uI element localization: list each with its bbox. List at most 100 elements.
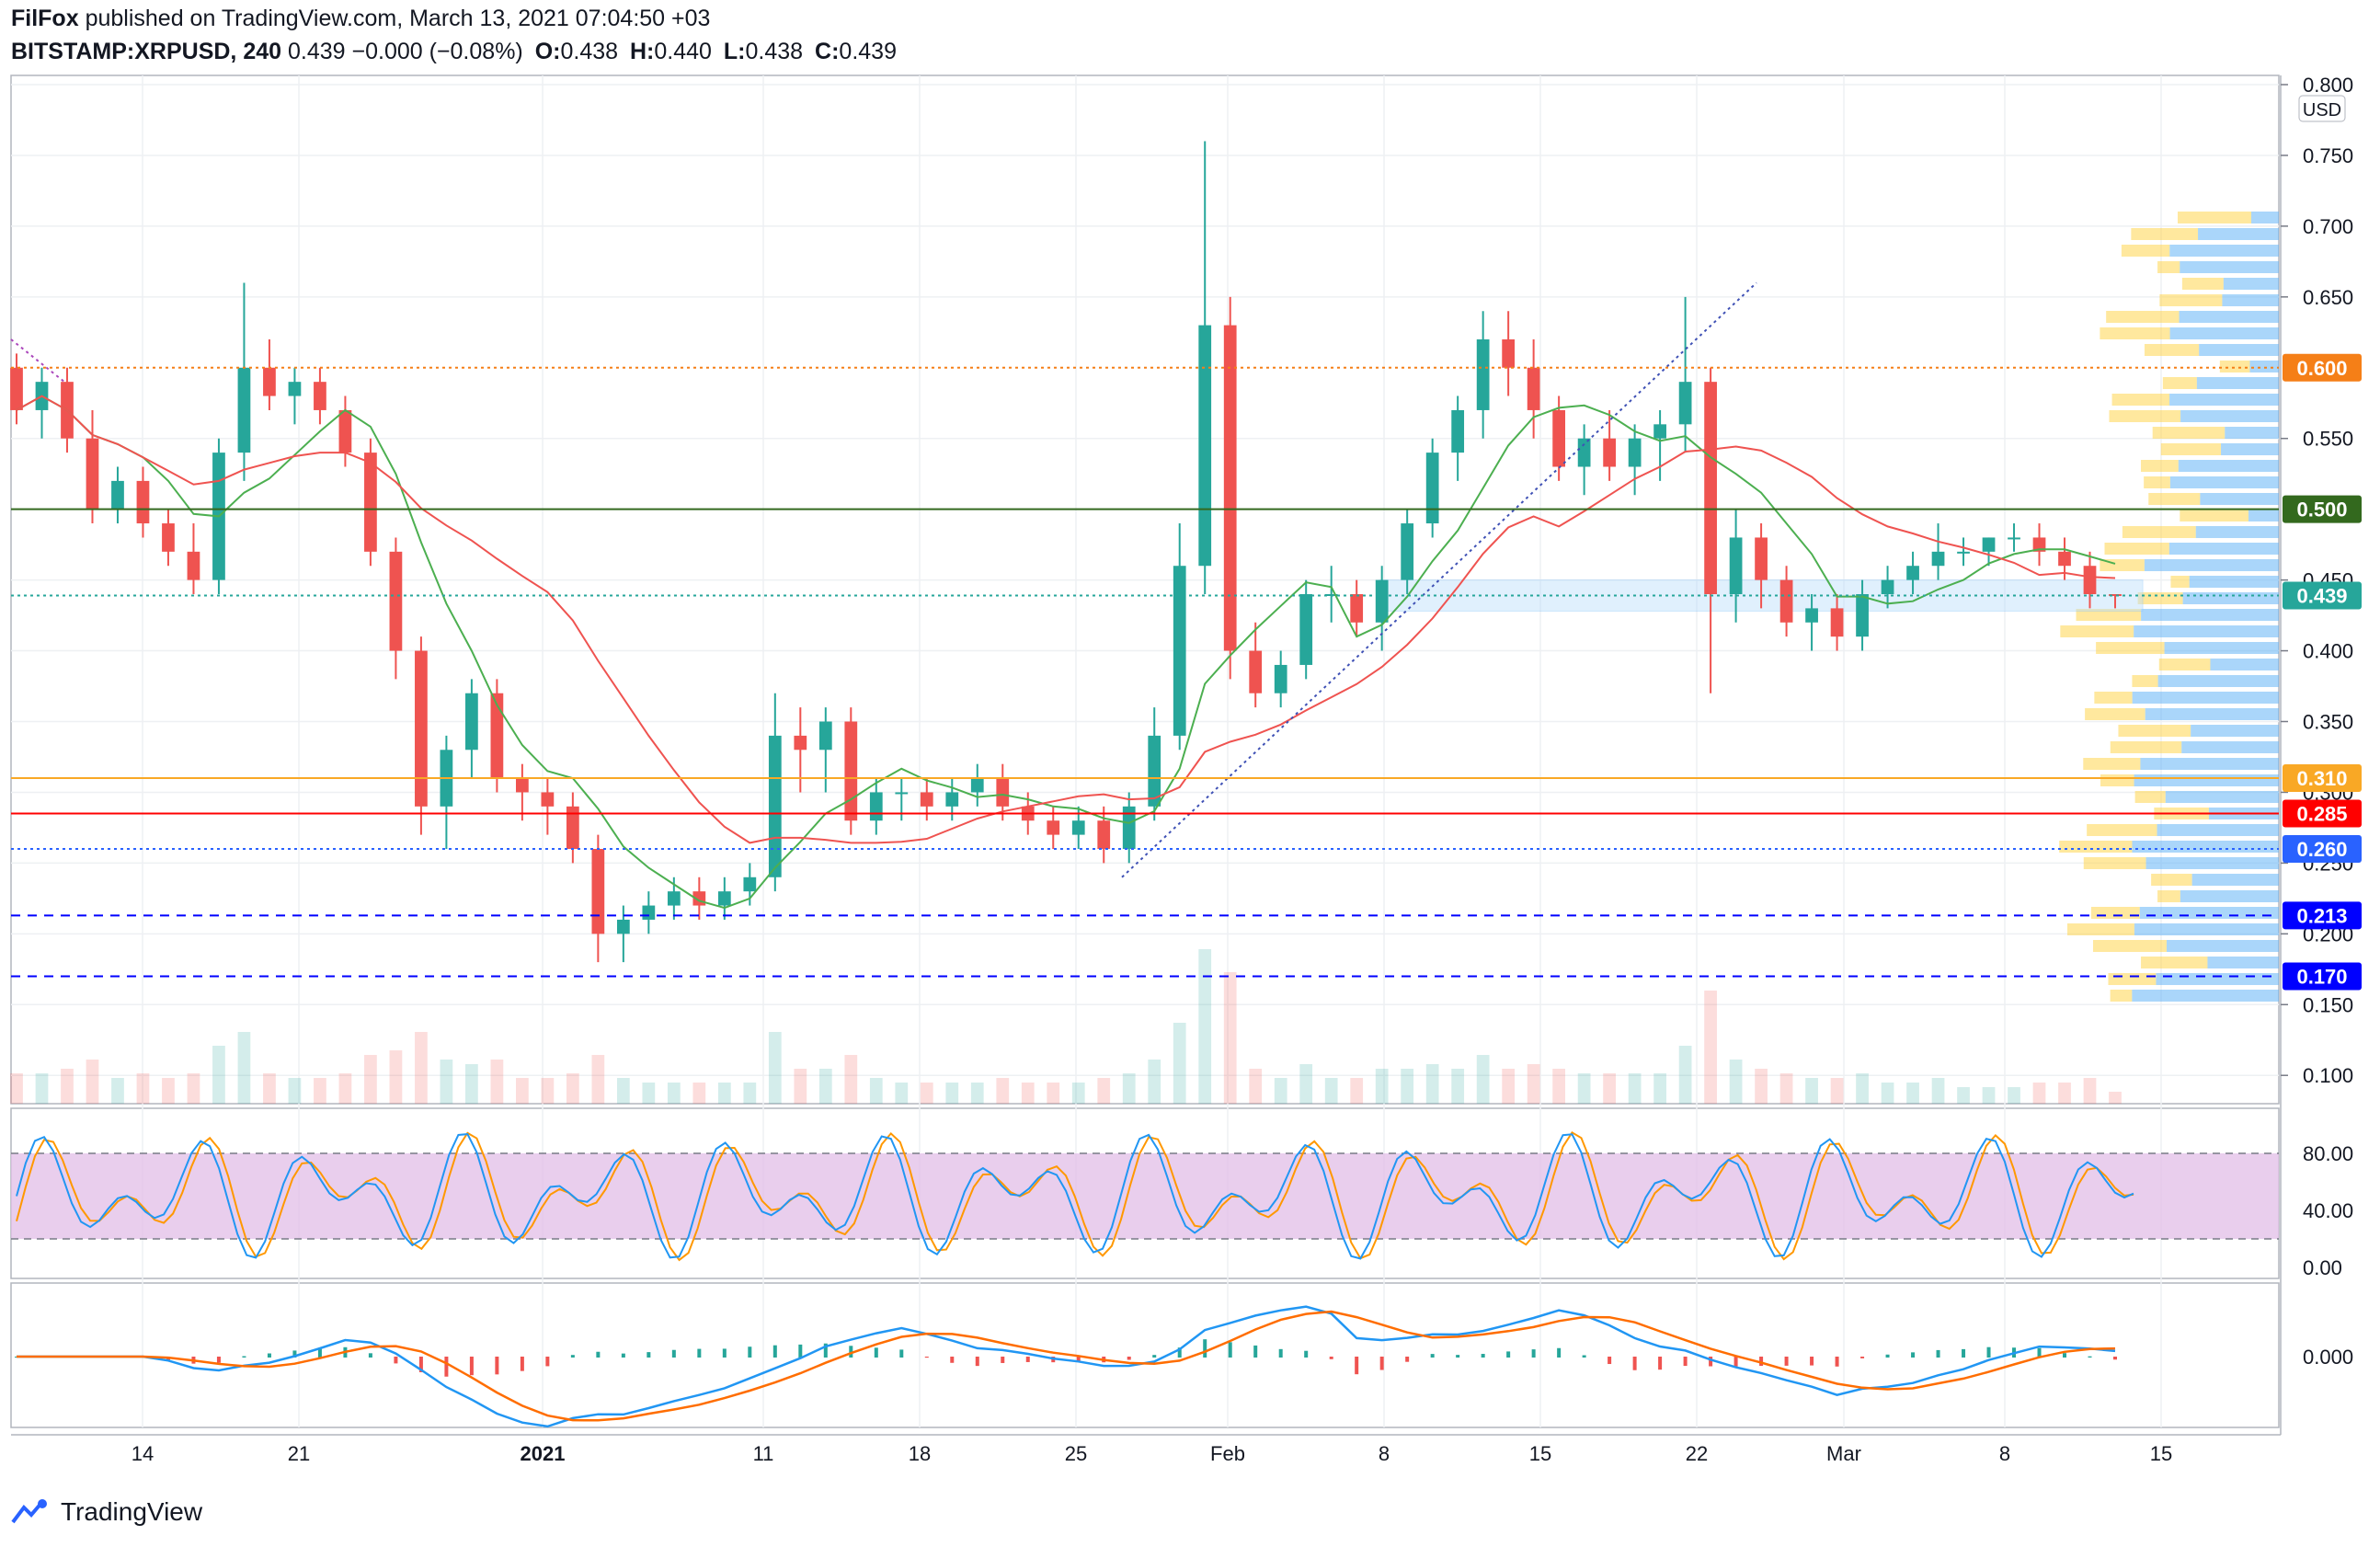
macd-y-tick: 0.000 (2303, 1346, 2353, 1369)
volume-bar (566, 1073, 579, 1104)
brand-name[interactable]: TradingView (61, 1497, 203, 1526)
macd-histogram-bar (1582, 1355, 1586, 1358)
volume-bar (61, 1069, 74, 1104)
volume-profile-bar-buy (2145, 708, 2279, 720)
footer: TradingView (11, 1497, 202, 1527)
candle-body (237, 367, 251, 453)
volume-profile-bar-buy (2199, 344, 2279, 356)
x-tick-label: Mar (1826, 1442, 1861, 1465)
currency-label: USD (2303, 100, 2341, 120)
volume-bar (692, 1083, 706, 1104)
macd-histogram-bar (1531, 1349, 1536, 1358)
macd-histogram-bar (1936, 1349, 1940, 1358)
candle-body (187, 551, 200, 580)
candle-body (1274, 664, 1287, 693)
macd-histogram-bar (671, 1349, 676, 1358)
macd-histogram-bar (1608, 1357, 1612, 1365)
volume-bar (1779, 1073, 1793, 1104)
volume-bar (642, 1083, 656, 1104)
candle-body (1071, 820, 1085, 835)
volume-profile-bar-buy (2225, 427, 2279, 439)
volume-profile-bar-buy (2180, 261, 2279, 273)
volume-profile-bar-sell (2160, 443, 2222, 455)
volume-bar (1249, 1069, 1263, 1104)
candle-body (490, 693, 504, 779)
volume-profile-bar-buy (2134, 774, 2279, 786)
symbol-name[interactable]: BITSTAMP:XRPUSD, 240 (11, 39, 282, 64)
volume-bar (1628, 1073, 1642, 1104)
candle-body (616, 919, 630, 934)
macd-histogram-bar (1001, 1357, 1005, 1363)
volume-profile-bar-sell (2219, 361, 2250, 372)
x-tick-label: 22 (1686, 1442, 1708, 1465)
candle-body (1401, 523, 1414, 580)
volume-bar (1148, 1060, 1161, 1104)
x-tick-label: 21 (288, 1442, 310, 1465)
volume-profile-bar-sell (2141, 460, 2179, 472)
candle-body (1628, 438, 1642, 467)
macd-histogram-bar (1709, 1357, 1713, 1367)
tradingview-logo-icon[interactable] (11, 1498, 53, 1526)
volume-profile-bar-buy (2181, 741, 2279, 753)
macd-histogram-bar (722, 1348, 727, 1358)
candle-body (1729, 537, 1743, 594)
volume-profile-bar-sell (2134, 791, 2166, 803)
candle-body (2083, 566, 2097, 594)
candle-body (2058, 551, 2071, 567)
macd-histogram-bar (2037, 1347, 2042, 1358)
macd-histogram-bar (317, 1348, 322, 1358)
main-pane-frame (10, 74, 2280, 1105)
low-label: L: (723, 39, 746, 64)
macd-histogram-bar (1405, 1357, 1410, 1362)
volume-bar (616, 1078, 630, 1104)
candle-body (86, 438, 99, 510)
price-level-label: 0.439 (2296, 585, 2347, 608)
volume-profile-bar-sell (2170, 576, 2190, 588)
macd-histogram-bar (975, 1357, 979, 1367)
volume-bar (818, 1069, 832, 1104)
open-value: 0.438 (560, 39, 619, 64)
volume-profile-bar-buy (2169, 394, 2279, 406)
x-tick-label: 15 (2150, 1442, 2172, 1465)
macd-histogram-bar (772, 1345, 777, 1358)
macd-histogram-bar (216, 1357, 221, 1363)
last-price: 0.439 (287, 39, 346, 64)
volume-profile-bar-sell (2144, 476, 2170, 488)
candle-body (1502, 339, 1516, 368)
macd-histogram-bar (849, 1346, 853, 1358)
volume-bar (1830, 1078, 1844, 1104)
volume-profile-bar-buy (2134, 625, 2279, 637)
candle-body (1527, 367, 1540, 410)
candle-body (667, 891, 681, 906)
volume-profile-bar-buy (2195, 526, 2279, 538)
volume-profile-bar-buy (2165, 791, 2279, 803)
stoch-y-tick: 40.00 (2303, 1199, 2353, 1222)
volume-bar (2032, 1083, 2046, 1104)
candle-body (136, 480, 150, 524)
candle-body (1375, 579, 1389, 623)
macd-histogram-bar (1203, 1339, 1207, 1358)
volume-bar (212, 1046, 225, 1104)
candle-body (920, 792, 933, 807)
candle-body (1856, 594, 1869, 637)
volume-profile-bar-buy (2145, 857, 2279, 869)
volume-profile-bar-buy (2140, 758, 2279, 770)
stoch-y-tick: 80.00 (2303, 1142, 2353, 1165)
y-tick-label: 0.700 (2303, 215, 2353, 238)
volume-profile-bar-buy (2221, 443, 2279, 455)
x-tick-label: 2021 (521, 1442, 566, 1465)
volume-bar (1223, 972, 1237, 1104)
volume-bar (970, 1083, 984, 1104)
volume-bar (1502, 1069, 1516, 1104)
candle-body (2109, 594, 2122, 596)
volume-profile-bar-buy (2207, 957, 2279, 968)
volume-profile-bar-buy (2134, 923, 2279, 935)
volume-bar (1173, 1023, 1186, 1104)
volume-profile-bar-buy (2222, 294, 2279, 306)
price-level-tag (2283, 962, 2362, 991)
candle-body (2032, 537, 2046, 552)
macd-histogram-bar (1911, 1352, 1916, 1358)
y-tick-label: 0.800 (2303, 74, 2353, 97)
author-name[interactable]: FilFox (11, 6, 79, 31)
